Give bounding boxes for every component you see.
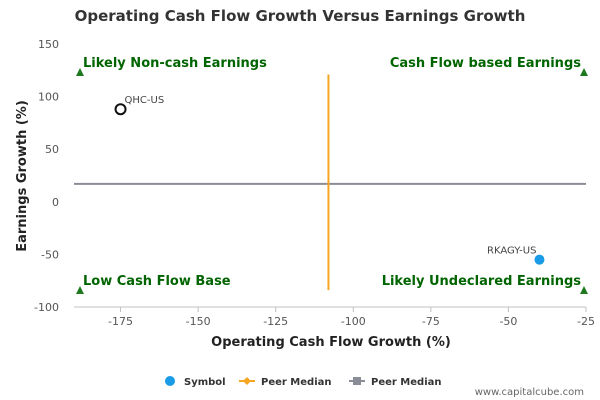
quadrant-label: Cash Flow based Earnings — [390, 56, 581, 71]
legend: Symbol Peer Median Peer Median — [165, 376, 442, 388]
chart-title: Operating Cash Flow Growth Versus Earnin… — [75, 7, 526, 25]
y-tick-label: -100 — [34, 301, 59, 314]
quadrant-label: Likely Non-cash Earnings — [83, 56, 267, 71]
quadrant-marker — [76, 68, 84, 76]
y-tick-label: 0 — [52, 196, 59, 209]
quadrant-label: Low Cash Flow Base — [83, 274, 231, 289]
legend-symbol-square — [353, 377, 361, 385]
x-axis-title: Operating Cash Flow Growth (%) — [211, 335, 451, 350]
x-tick-label: -75 — [422, 315, 440, 328]
y-tick-label: 150 — [38, 38, 59, 51]
y-tick-label: 50 — [45, 143, 59, 156]
x-tick-label: -100 — [341, 315, 366, 328]
quadrant-label: Likely Undeclared Earnings — [382, 274, 582, 289]
x-tick-label: -50 — [499, 315, 517, 328]
x-tick-label: -175 — [108, 315, 133, 328]
y-axis-title: Earnings Growth (%) — [15, 100, 30, 252]
data-point-label: QHC-US — [125, 95, 165, 106]
legend-label: Peer Median — [261, 377, 332, 388]
data-point — [114, 103, 127, 116]
legend-label: Peer Median — [371, 377, 442, 388]
y-tick-label: 100 — [38, 91, 59, 104]
y-tick-label: -50 — [41, 248, 59, 261]
x-tick-label: -25 — [577, 315, 595, 328]
quadrant-marker — [580, 286, 588, 294]
legend-label: Symbol — [184, 377, 226, 388]
legend-symbol-circle — [165, 376, 175, 386]
quadrant-marker — [76, 286, 84, 294]
legend-symbol-diamond — [243, 377, 251, 385]
x-tick-label: -125 — [263, 315, 288, 328]
data-point — [534, 254, 545, 265]
x-tick-label: -150 — [186, 315, 211, 328]
data-point-label: RKAGY-US — [487, 246, 536, 257]
plot-area: -175 -150 -125 -100 -75 -50 -25 150 100 50 0 -50 -10… — [34, 38, 595, 328]
quadrant-marker — [580, 68, 588, 76]
credit-text: www.capitalcube.com — [475, 387, 584, 398]
